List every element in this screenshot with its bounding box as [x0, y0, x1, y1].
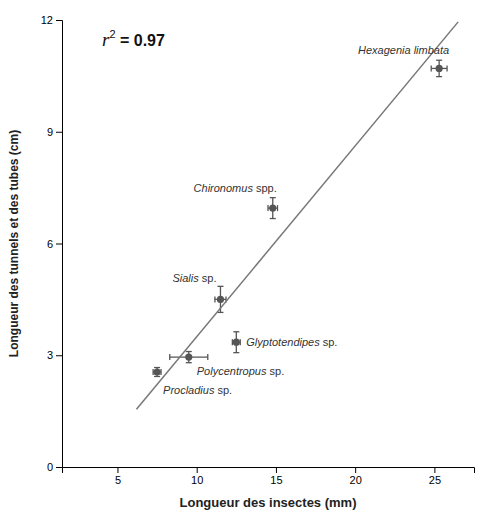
y-tick: 0 — [47, 461, 62, 473]
point-label-italic: Chironomus — [194, 182, 254, 194]
x-tick-label: 5 — [115, 474, 121, 486]
y-tick-mark — [56, 20, 62, 21]
point-label-normal: spp. — [253, 182, 277, 194]
annotation-text: = 0.97 — [116, 32, 165, 49]
y-error-cap — [436, 60, 442, 61]
y-tick: 6 — [47, 238, 62, 250]
y-tick-mark — [56, 132, 62, 133]
x-error-cap — [207, 354, 208, 360]
point — [185, 354, 192, 361]
point-label-normal: sp. — [266, 365, 284, 377]
point-label: Procladius sp. — [163, 384, 232, 396]
x-axis-title: Longueur des insectes (mm) — [180, 495, 357, 510]
y-axis: 0 3 6 9 12 — [41, 14, 63, 473]
y-tick-label: 3 — [47, 349, 53, 361]
y-error-cap — [270, 218, 276, 219]
x-tick-mark — [197, 467, 198, 473]
point-label-italic: Procladius — [163, 384, 215, 396]
point-label: Glyptotendipes sp. — [246, 336, 337, 348]
x-error-cap — [446, 65, 447, 71]
plot-area — [136, 22, 458, 409]
y-tick-mark — [56, 355, 62, 356]
point-label-italic: Sialis — [172, 272, 199, 284]
y-tick-label: 6 — [47, 238, 53, 250]
x-error-cap — [267, 205, 268, 211]
regression-line — [136, 22, 458, 409]
point — [217, 296, 224, 303]
y-tick-mark — [56, 244, 62, 245]
x-tick: 25 — [429, 467, 441, 486]
y-tick-label: 9 — [47, 126, 53, 138]
point — [436, 65, 443, 72]
y-error-cap — [154, 376, 160, 377]
x-tick-mark — [276, 467, 277, 473]
point-label-italic: Polycentropus — [197, 365, 267, 377]
y-axis-title: Longueur des tunnels et des tubes (cm) — [7, 130, 21, 357]
point-label-italic: Glyptotendipes — [246, 336, 320, 348]
y-error-cap — [233, 331, 239, 332]
x-error-cap — [277, 205, 278, 211]
point-label-normal: sp. — [320, 336, 338, 348]
x-error-cap — [169, 354, 170, 360]
chart: 5 10 15 20 25 0 3 6 9 12 Longueur des insectes (mm… — [0, 0, 494, 519]
y-tick-label: 12 — [41, 14, 53, 26]
y-tick-label: 0 — [47, 461, 53, 473]
point — [269, 205, 276, 212]
y-error-cap — [217, 312, 223, 313]
y-error-cap — [270, 197, 276, 198]
x-error-cap — [431, 65, 432, 71]
y-error-cap — [233, 352, 239, 353]
x-tick-label: 10 — [191, 474, 203, 486]
y-error-cap — [436, 76, 442, 77]
x-axis-line — [63, 468, 475, 474]
points — [153, 60, 447, 376]
y-tick: 12 — [41, 14, 62, 26]
x-tick: 5 — [115, 467, 121, 486]
x-tick-mark — [355, 467, 356, 473]
point-label-normal: sp. — [214, 384, 232, 396]
y-tick: 9 — [47, 126, 62, 138]
x-tick-label: 25 — [429, 474, 441, 486]
point-labels: Procladius sp.Polycentropus sp.Sialis sp… — [163, 44, 449, 396]
point-label: Hexagenia limbata — [358, 44, 449, 56]
x-tick: 10 — [191, 467, 203, 486]
x-tick-mark — [434, 467, 435, 473]
y-error-cap — [186, 362, 192, 363]
point-label: Sialis sp. — [172, 272, 216, 284]
y-error-cap — [186, 351, 192, 352]
x-tick-label: 20 — [350, 474, 362, 486]
x-axis: 5 10 15 20 25 — [63, 467, 475, 486]
x-tick: 20 — [350, 467, 362, 486]
x-tick-mark — [117, 467, 118, 473]
y-tick-mark — [56, 467, 62, 468]
point-label: Polycentropus sp. — [197, 365, 284, 377]
point-label: Chironomus spp. — [194, 182, 277, 194]
x-tick: 15 — [270, 467, 282, 486]
point-label-italic: Hexagenia limbata — [358, 44, 449, 56]
point-label-normal: sp. — [199, 272, 217, 284]
y-error-cap — [217, 286, 223, 287]
y-axis-line — [56, 21, 63, 468]
x-tick-label: 15 — [270, 474, 282, 486]
y-tick: 3 — [47, 349, 62, 361]
point — [153, 368, 160, 375]
x-error-cap — [214, 296, 215, 302]
point — [233, 339, 240, 346]
y-error-cap — [154, 367, 160, 368]
annotation: r2 = 0.97 — [102, 28, 165, 50]
